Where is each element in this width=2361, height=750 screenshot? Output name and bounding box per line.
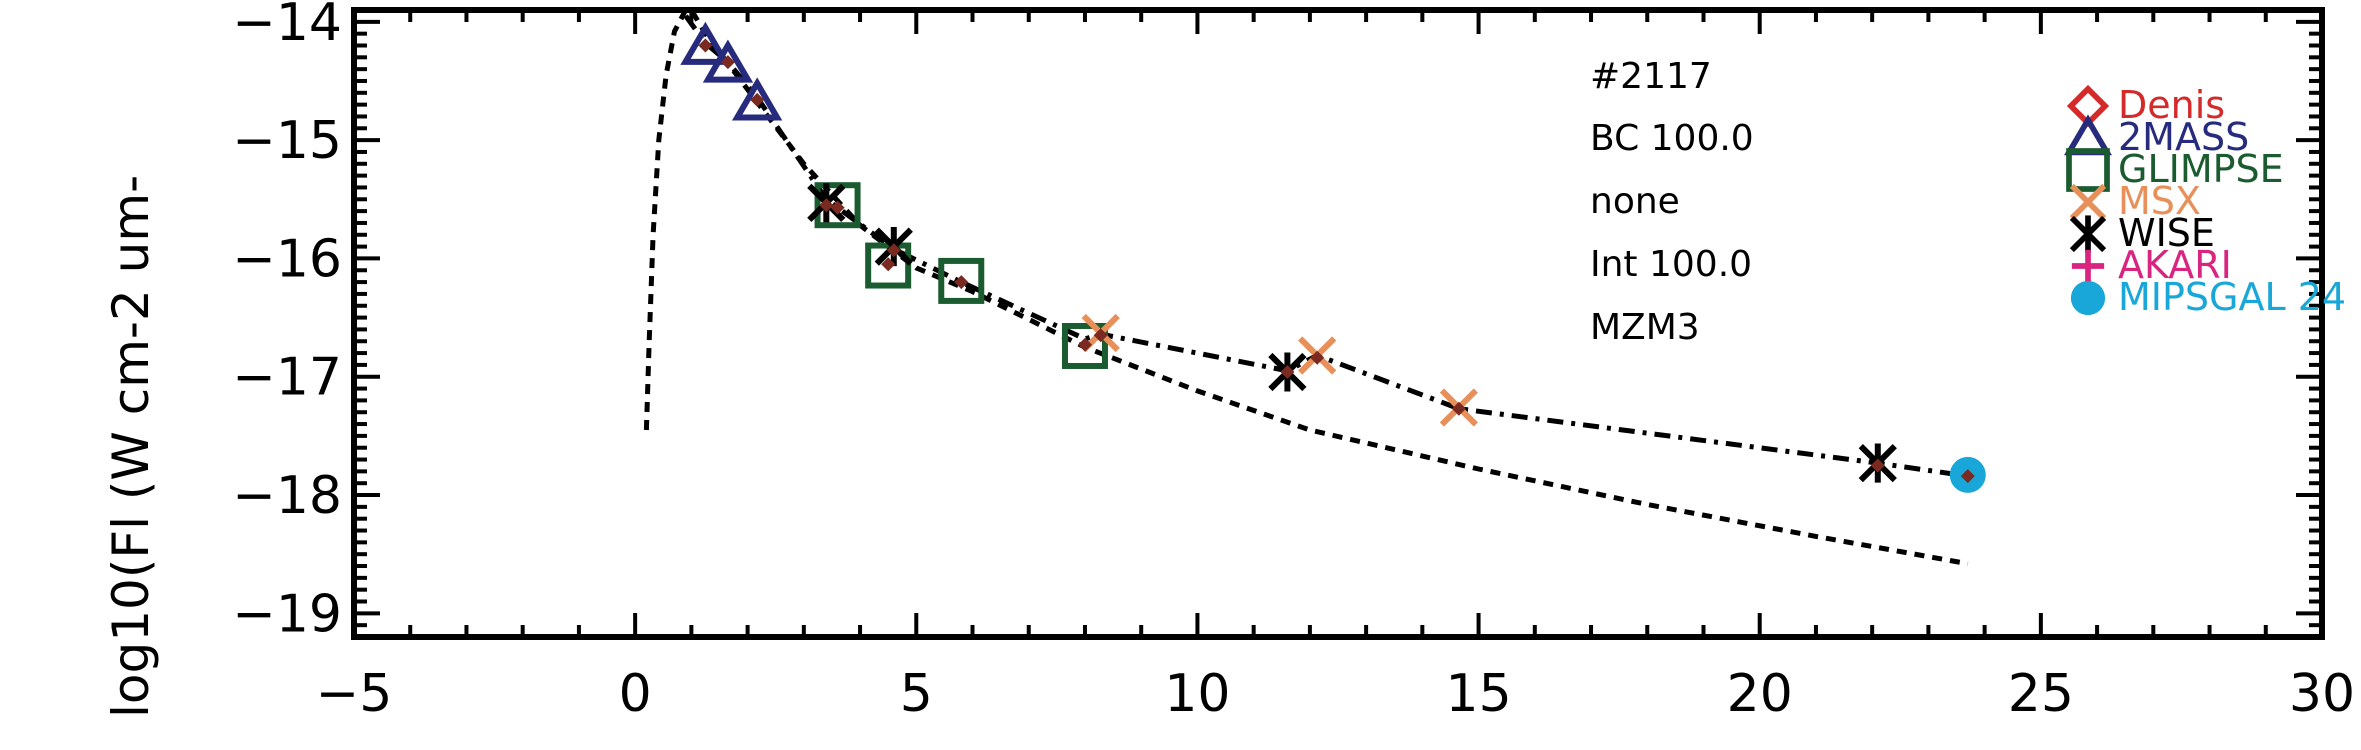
annotation-bc: BC 100.0 <box>1590 118 1754 159</box>
x-tick-label: 25 <box>2008 664 2074 724</box>
legend-label-wise: WISE <box>2118 211 2215 255</box>
plot-frame <box>351 7 2325 640</box>
legend-marker-mipsgal-24 <box>2070 280 2106 316</box>
legend-marker-glimpse <box>2066 148 2110 192</box>
model-point <box>954 275 969 290</box>
model-point <box>750 92 765 107</box>
legend-marker-akari <box>2071 249 2105 283</box>
model-point <box>1960 469 1975 484</box>
y-tick-label: −16 <box>232 229 342 289</box>
marker-glimpse <box>865 242 912 289</box>
model-point <box>1078 337 1092 352</box>
marker-2mass <box>702 39 754 83</box>
tick-labels: −5 0 5 10 15 20 25 30 −19 −18 −17 −16 −15 −14 <box>232 0 2355 724</box>
legend-label-mipsgal: MIPSGAL 24 <box>2118 275 2346 319</box>
y-tick-label: −15 <box>232 111 342 171</box>
legend-label-glimpse: GLIMPSE <box>2118 147 2284 191</box>
x-tick-label: 15 <box>1445 664 1511 724</box>
model-curve-dotted <box>643 7 1969 567</box>
model-point <box>1093 328 1108 343</box>
annotation-int: Int 100.0 <box>1590 244 1752 285</box>
legend-marker-wise <box>2069 215 2107 253</box>
model-point <box>698 38 713 53</box>
y-tick-label: −14 <box>232 0 342 53</box>
data-curve-dashdot <box>683 14 1969 479</box>
x-tick-label: 5 <box>900 664 933 724</box>
annotation-source-id: #2117 <box>1590 56 1712 97</box>
y-tick-label: −17 <box>232 348 342 408</box>
marker-glimpse <box>1061 322 1108 369</box>
annotation-model: MZM3 <box>1590 307 1700 348</box>
marker-2mass <box>680 21 731 65</box>
y-tick-label: −18 <box>232 466 342 526</box>
model-point <box>886 243 901 258</box>
model-point <box>881 257 896 272</box>
model-point <box>830 200 845 215</box>
marker-glimpse <box>814 182 861 229</box>
model-point <box>720 55 735 70</box>
marker-2mass <box>731 77 783 121</box>
legend-label-2mass: 2MASS <box>2118 115 2249 159</box>
model-point <box>1280 365 1295 379</box>
model-point <box>1451 401 1466 416</box>
plot-axes <box>351 7 2325 640</box>
legend-label-akari: AKARI <box>2118 243 2232 287</box>
annotation-block: #2117 BC 100.0 none Int 100.0 MZM3 <box>1590 56 1754 348</box>
x-tick-label: 0 <box>619 664 652 724</box>
legend: Denis 2MASS GLIMPSE MSX WISE AKARI MIPSG… <box>2064 83 2346 319</box>
legend-label-msx: MSX <box>2118 179 2201 223</box>
model-point <box>819 198 834 213</box>
x-tick-label: 20 <box>1727 664 1793 724</box>
legend-marker-msx-stroke <box>2069 183 2107 221</box>
legend-markers <box>2064 84 2112 316</box>
y-axis-label: log10(Fl (W cm-2 um- <box>102 175 160 718</box>
y-tick-label: −19 <box>232 584 342 644</box>
x-tick-label: −5 <box>316 664 393 724</box>
model-point <box>1310 350 1325 365</box>
data-markers <box>680 21 1986 493</box>
marker-glimpse <box>938 257 985 304</box>
model-curves <box>643 7 1969 567</box>
legend-label-denis: Denis <box>2118 83 2225 127</box>
annotation-extinction: none <box>1590 181 1680 222</box>
legend-marker-2mass <box>2064 114 2112 156</box>
x-tick-label: 10 <box>1164 664 1230 724</box>
model-point <box>1870 458 1885 473</box>
x-tick-label: 30 <box>2289 664 2355 724</box>
legend-marker-msx <box>2069 183 2107 221</box>
